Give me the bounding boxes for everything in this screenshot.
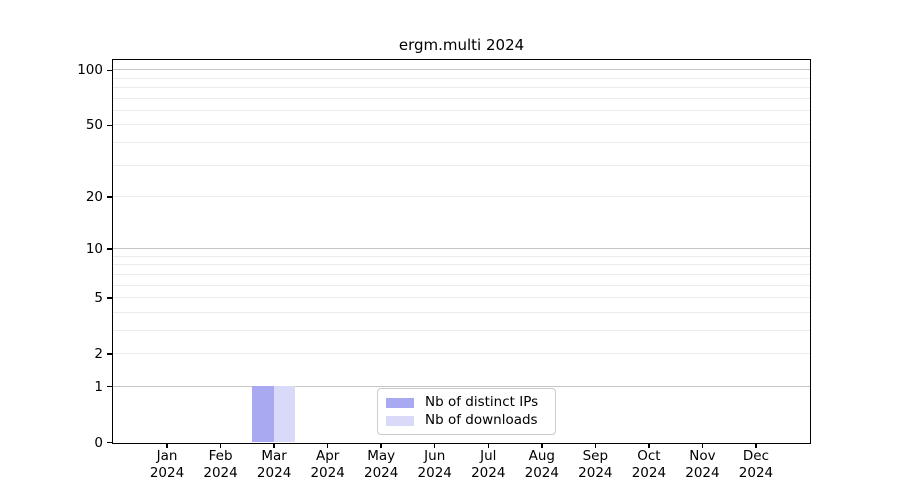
bar-distinct-ips: [251, 386, 274, 442]
legend-item-downloads: Nb of downloads: [386, 412, 555, 429]
gridline-minor: [113, 124, 810, 126]
x-axis-tick: [594, 442, 597, 448]
x-axis-tick: [541, 442, 543, 448]
x-axis-tick-label: Oct 2024: [631, 448, 667, 481]
y-axis-tick: [107, 297, 112, 299]
x-axis-tick-label: Jan 2024: [149, 448, 185, 481]
legend-swatch-downloads: [386, 415, 414, 426]
x-axis-tick: [755, 442, 757, 448]
x-axis-tick-label: Dec 2024: [738, 448, 774, 481]
gridline-minor: [113, 273, 810, 275]
y-axis-tick-label: 100: [77, 62, 103, 79]
gridline-minor: [113, 77, 810, 79]
y-axis-tick: [107, 441, 112, 444]
x-axis-tick: [701, 442, 704, 448]
gridline-major: [113, 69, 810, 71]
x-axis-tick-label: Sep 2024: [578, 448, 613, 481]
gridline-minor: [113, 296, 810, 298]
x-axis-tick: [326, 442, 329, 448]
gridline-minor: [113, 329, 810, 331]
legend: Nb of distinct IPs Nb of downloads: [377, 388, 556, 435]
x-axis-tick: [433, 442, 436, 448]
y-axis-tick-label: 50: [85, 117, 103, 134]
y-axis-tick: [107, 353, 112, 355]
legend-label-distinct-ips: Nb of distinct IPs: [425, 394, 539, 410]
x-axis-tick-label: Jun 2024: [417, 448, 452, 481]
plot-area: [112, 59, 811, 444]
gridline-minor: [113, 109, 810, 111]
gridline-major: [113, 385, 810, 387]
y-axis-tick-label: 2: [94, 345, 103, 362]
y-axis-tick-label: 0: [94, 434, 103, 451]
x-axis-tick: [380, 442, 382, 448]
legend-swatch-distinct-ips: [386, 397, 414, 408]
gridline-minor: [113, 264, 810, 266]
legend-label-downloads: Nb of downloads: [425, 412, 538, 428]
x-axis-tick: [273, 442, 275, 448]
x-axis-tick-label: Nov 2024: [685, 448, 720, 481]
x-axis-tick: [648, 442, 650, 448]
bar-downloads: [273, 386, 296, 442]
y-axis-tick: [107, 69, 112, 71]
gridline-minor: [113, 255, 810, 257]
chart-title: ergm.multi 2024: [398, 36, 525, 54]
gridline-minor: [113, 284, 810, 286]
legend-item-distinct-ips: Nb of distinct IPs: [386, 394, 555, 411]
gridline-minor: [113, 97, 810, 99]
x-axis-tick: [487, 442, 490, 448]
gridline-minor: [113, 352, 810, 354]
x-axis-tick-label: May 2024: [364, 448, 399, 481]
y-axis-tick-label: 1: [94, 378, 103, 395]
y-axis-tick: [107, 248, 112, 250]
x-axis-tick: [166, 442, 168, 448]
y-axis-tick: [107, 196, 112, 198]
gridline-minor: [113, 141, 810, 143]
y-axis-tick: [107, 385, 112, 388]
gridline-minor: [113, 195, 810, 197]
y-axis-tick-label: 10: [85, 241, 103, 258]
y-axis-tick-label: 5: [94, 289, 103, 306]
x-axis-tick-label: Mar 2024: [256, 448, 292, 481]
y-axis-tick: [107, 124, 112, 127]
gridline-major: [113, 248, 810, 250]
x-axis-tick-label: Apr 2024: [310, 448, 345, 481]
y-axis-tick-label: 20: [85, 188, 103, 205]
x-axis-tick-label: Aug 2024: [524, 448, 559, 481]
x-axis-tick: [219, 442, 222, 448]
gridline-minor: [113, 87, 810, 89]
gridline-minor: [113, 311, 810, 313]
gridline-minor: [113, 164, 810, 166]
x-axis-tick-label: Jul 2024: [471, 448, 506, 481]
x-axis-tick-label: Feb 2024: [203, 448, 238, 481]
